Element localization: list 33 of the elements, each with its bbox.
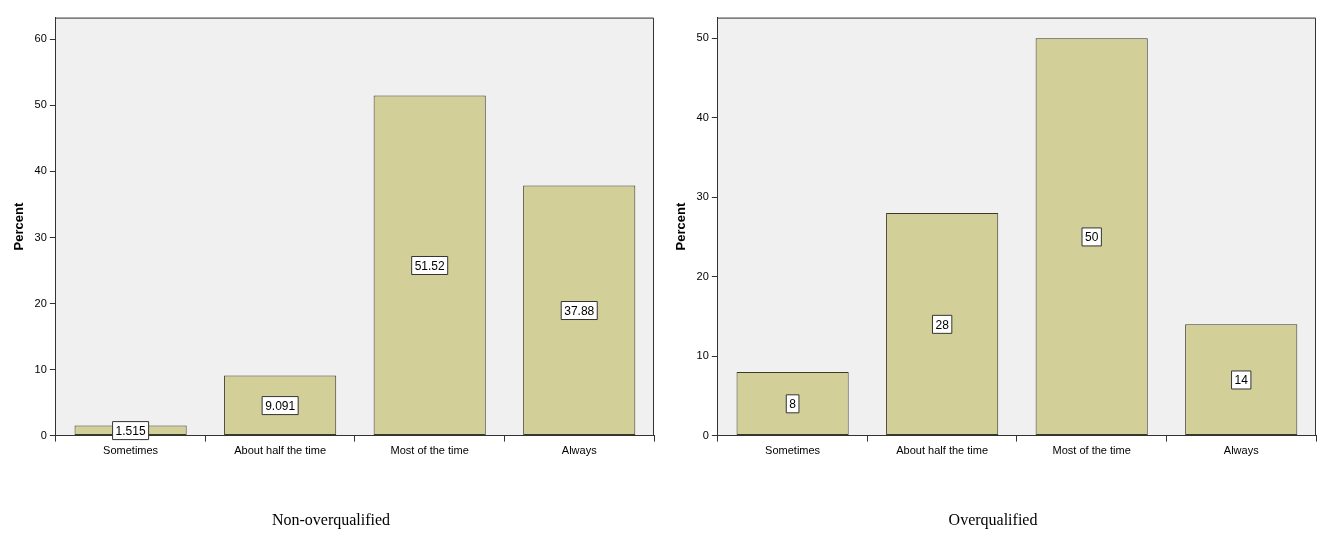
x-tick-label: Most of the time [1052, 444, 1131, 457]
y-tick-label: 20 [696, 269, 709, 282]
data-label: 1.515 [115, 423, 146, 438]
y-tick-label: 50 [34, 98, 47, 111]
x-tick-label: Sometimes [103, 444, 159, 457]
y-tick-label: 10 [696, 349, 709, 362]
data-label: 51.52 [414, 258, 446, 273]
y-axis-title: Percent [11, 202, 27, 251]
text: Non-overqualified [271, 510, 391, 529]
data-label: 28 [935, 317, 950, 332]
text: Overqualified [948, 510, 1038, 529]
data-label: 9.091 [265, 398, 296, 413]
y-tick-label: 0 [702, 428, 709, 441]
data-label: 37.88 [564, 303, 595, 318]
y-tick-label: 0 [40, 428, 47, 441]
y-tick-label: 20 [34, 296, 47, 309]
y-axis-title: Percent [673, 202, 689, 251]
y-tick-label: 40 [34, 164, 47, 177]
data-label: 50 [1085, 230, 1099, 245]
x-tick-label: Sometimes [765, 444, 821, 457]
data-label: 8 [789, 397, 797, 412]
x-tick-label: About half the time [896, 444, 989, 457]
x-tick-label: Most of the time [390, 444, 469, 457]
data-label: 14 [1234, 373, 1249, 388]
y-tick-label: 50 [696, 31, 709, 44]
y-tick-label: 40 [696, 110, 709, 123]
y-tick-label: 10 [34, 362, 47, 375]
y-tick-label: 60 [34, 32, 47, 45]
x-tick-label: Always [1223, 444, 1260, 457]
x-tick-label: Always [561, 444, 598, 457]
x-tick-label: About half the time [234, 444, 327, 457]
y-tick-label: 30 [34, 230, 47, 243]
y-tick-label: 30 [696, 190, 709, 203]
